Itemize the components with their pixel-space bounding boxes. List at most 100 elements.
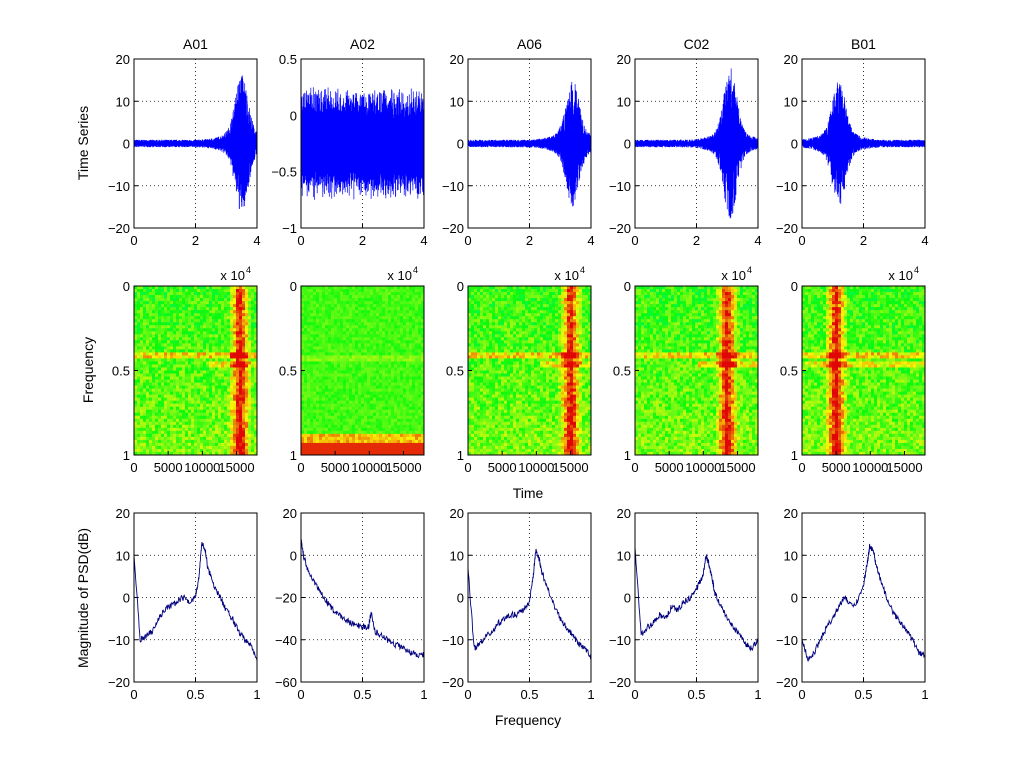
spectrogram-cell [367,430,371,435]
spectrogram-cell [343,355,347,360]
spectrogram-cell [173,373,177,378]
spectrogram-cell [340,289,344,293]
spectrogram-cell [379,343,383,347]
spectrogram-cell [212,379,216,384]
spectrogram-cell [167,439,171,444]
spectrogram-cell [161,304,165,308]
spectrogram-cell [367,376,371,381]
spectrogram-cell [406,421,410,426]
spectrogram-cell [355,325,359,329]
spectrogram-cell [471,355,475,360]
spectrogram-cell [242,433,246,438]
spectrogram-cell [343,349,347,353]
spectrogram-cell [382,430,386,435]
spectrogram-cell [170,442,174,447]
spectrogram-cell [194,301,198,305]
spectrogram-cell [385,343,389,347]
spectrogram-cell [227,424,231,429]
spectrogram-cell [316,340,320,344]
spectrogram-cell [179,445,183,450]
spectrogram-cell [471,337,475,341]
spectrogram-cell [304,448,308,453]
spectrogram-cell [477,424,481,429]
spectrogram-cell [245,289,249,293]
spectrogram-cell [182,424,186,429]
spectrogram-cell [409,298,413,302]
spectrogram-cell [331,400,335,405]
spectrogram-cell [245,355,249,360]
spectrogram-cell [370,406,374,411]
spectrogram-cell [239,451,243,455]
spectrogram-cell [137,391,141,396]
spectrogram-cell [251,421,255,426]
spectrogram-cell [328,322,332,326]
spectrogram-cell [379,373,383,378]
spectrogram-cell [149,316,153,320]
spectrogram-cell [167,289,171,293]
spectrogram-cell [215,424,219,429]
spectrogram-cell [143,394,147,399]
spectrogram-cell [328,310,332,314]
spectrogram-cell [391,391,395,396]
spectrogram-cell [316,379,320,384]
spectrogram-cell [391,328,395,332]
spectrogram-cell [254,286,257,290]
spectrogram-cell [206,364,210,369]
spectrogram-cell [206,313,210,317]
spectrogram-cell [304,442,308,447]
spectrogram-cell [224,439,228,444]
spectrogram-cell [304,427,308,432]
spectrogram-cell [319,388,323,393]
x-tick-label: 2 [192,233,199,248]
spectrogram-cell [149,388,153,393]
spectrogram-cell [301,343,305,347]
spectrogram-cell [230,397,234,402]
spectrogram-cell [307,325,311,329]
spectrogram-cell [200,367,204,372]
spectrogram-cell [334,331,338,335]
spectrogram-cell [382,340,386,344]
x-tick-label: 2 [359,233,366,248]
spectrogram-cell [158,286,162,290]
spectrogram-cell [146,436,150,441]
spectrogram-cell [209,307,213,311]
spectrogram-cell [146,412,150,417]
spectrogram-cell [236,367,240,372]
spectrogram-cell [322,364,326,369]
spectrogram-cell [191,388,195,393]
spectrogram-cell [173,418,177,423]
spectrogram-cell [254,403,257,408]
spectrogram-cell [218,421,222,426]
spectrogram-cell [394,301,398,305]
spectrogram-cell [358,415,362,420]
spectrogram-cell [316,373,320,378]
spectrogram-cell [245,325,249,329]
spectrogram-cell [140,331,144,335]
spectrogram-cell [134,406,138,411]
spectrogram-cell [215,406,219,411]
spectrogram-cell [185,409,189,414]
spectrogram-cell [242,370,246,375]
spectrogram-cell [477,286,481,290]
spectrogram-cell [209,298,213,302]
spectrogram-cell [409,382,413,387]
spectrogram-cell [203,328,207,332]
spectrogram-cell [313,313,317,317]
spectrogram-cell [313,304,317,308]
spectrogram-cell [346,418,350,423]
spectrogram-cell [340,322,344,326]
spectrogram-cell [245,298,249,302]
spectrogram-cell [355,439,359,444]
spectrogram-cell [391,307,395,311]
spectrogram-cell [212,412,216,417]
spectrogram-cell [182,319,186,323]
spectrogram-cell [203,343,207,347]
spectrogram-cell [412,433,416,438]
spectrogram-cell [474,289,478,293]
spectrogram-cell [304,391,308,396]
spectrogram-cell [140,298,144,302]
spectrogram-cell [477,325,481,329]
y-tick-label: −20 [609,221,631,236]
spectrogram-cell [358,319,362,323]
spectrogram-cell [230,310,234,314]
